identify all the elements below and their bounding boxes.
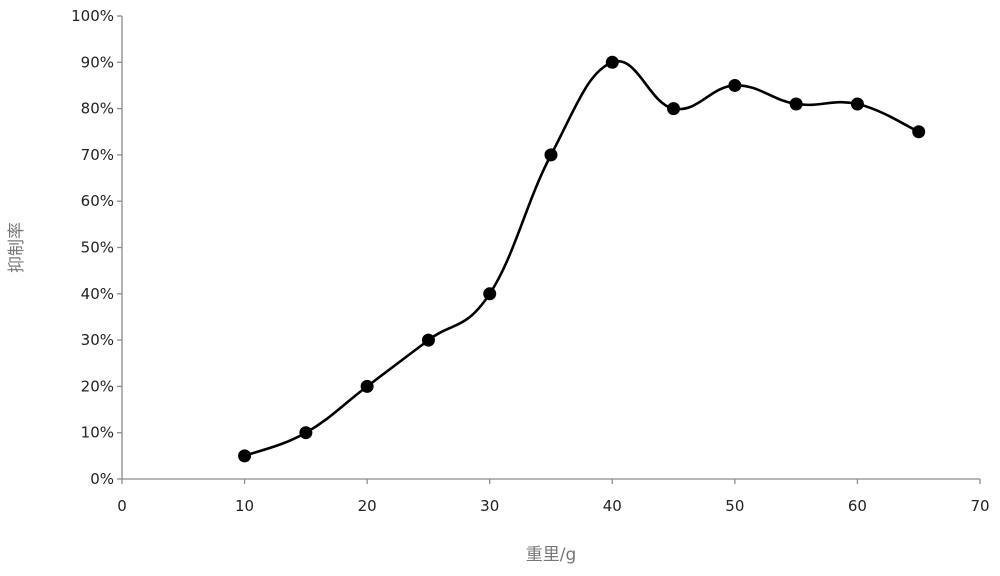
x-tick-label: 60 — [848, 497, 867, 515]
y-tick-label: 30% — [81, 331, 114, 349]
y-tick-label: 40% — [81, 285, 114, 303]
data-point — [790, 97, 803, 110]
y-tick-label: 50% — [81, 239, 114, 257]
x-tick-label: 50 — [725, 497, 744, 515]
y-tick-label: 60% — [81, 192, 114, 210]
data-point — [361, 380, 374, 393]
x-tick-label: 20 — [358, 497, 377, 515]
series-line — [245, 61, 919, 456]
data-point — [422, 334, 435, 347]
data-point — [483, 287, 496, 300]
y-tick-label: 0% — [90, 470, 114, 488]
data-point — [299, 426, 312, 439]
x-tick-label: 30 — [480, 497, 499, 515]
x-tick-label: 0 — [117, 497, 127, 515]
y-tick-label: 20% — [81, 377, 114, 395]
x-axis-title: 重里/g — [526, 545, 577, 565]
data-point — [545, 148, 558, 161]
y-axis-title: 抑制率 — [7, 222, 27, 273]
data-point — [851, 97, 864, 110]
y-tick-label: 80% — [81, 100, 114, 118]
x-tick-label: 40 — [603, 497, 622, 515]
x-tick-label: 70 — [970, 497, 989, 515]
data-point — [238, 449, 251, 462]
data-point — [606, 56, 619, 69]
y-axis: 0% 10% 20% 30% 40% 50% 60% 70% 80% 90% 100% — [71, 7, 122, 488]
y-tick-label: 90% — [81, 53, 114, 71]
data-point — [728, 79, 741, 92]
series-layer — [238, 56, 925, 463]
x-tick-label: 10 — [235, 497, 254, 515]
data-point — [667, 102, 680, 115]
data-point — [912, 125, 925, 138]
y-tick-label: 100% — [71, 7, 114, 25]
y-tick-label: 10% — [81, 424, 114, 442]
y-tick-label: 70% — [81, 146, 114, 164]
x-axis: 0 10 20 30 40 50 60 70 — [117, 479, 989, 515]
